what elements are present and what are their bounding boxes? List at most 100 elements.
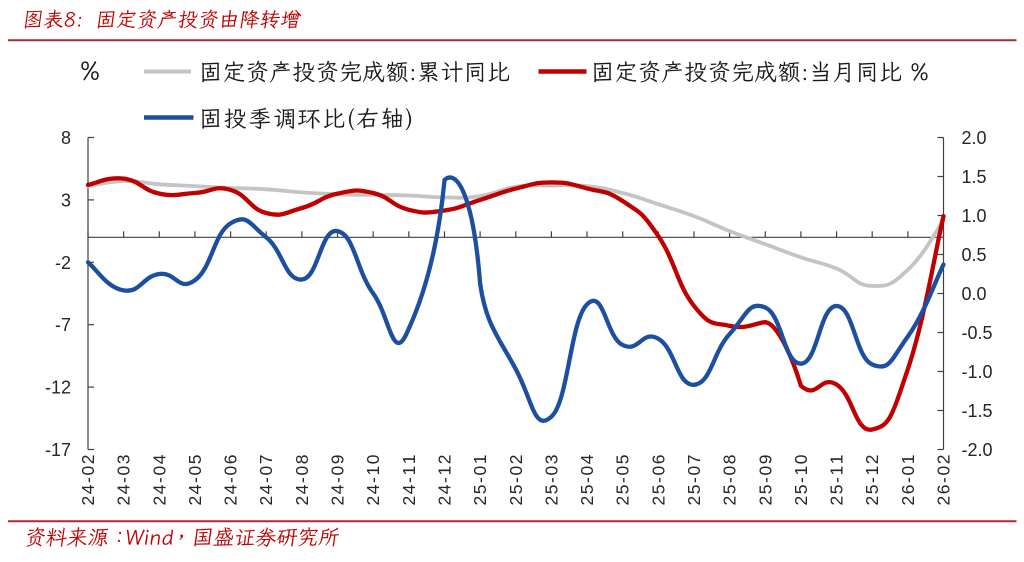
svg-text:2: 2 [434, 496, 454, 506]
svg-text:2: 2 [363, 496, 383, 506]
svg-text:4: 4 [114, 484, 134, 494]
svg-text:2: 2 [791, 496, 811, 506]
svg-text:-: - [755, 477, 775, 483]
svg-text:2: 2 [149, 496, 169, 506]
svg-text:4: 4 [185, 484, 205, 494]
svg-text:0: 0 [292, 466, 312, 476]
svg-text:0: 0 [149, 466, 169, 476]
svg-text:4: 4 [78, 484, 98, 494]
svg-text:2: 2 [470, 496, 490, 506]
svg-text:5: 5 [862, 484, 882, 494]
svg-text:-7: -7 [55, 315, 71, 335]
svg-text:2: 2 [185, 496, 205, 506]
svg-text:5: 5 [185, 455, 205, 465]
svg-text:2: 2 [862, 455, 882, 465]
svg-text:5: 5 [827, 484, 847, 494]
svg-text:4: 4 [399, 484, 419, 494]
svg-text:0: 0 [541, 466, 561, 476]
svg-text:0: 0 [684, 466, 704, 476]
svg-text:-: - [934, 477, 954, 483]
svg-text:-: - [328, 477, 348, 483]
svg-text:0: 0 [613, 466, 633, 476]
svg-text:3: 3 [541, 455, 561, 465]
svg-text:4: 4 [577, 454, 597, 464]
svg-text:4: 4 [363, 484, 383, 494]
svg-text:2: 2 [399, 496, 419, 506]
svg-text:2: 2 [648, 496, 668, 506]
svg-text:8: 8 [720, 455, 740, 465]
svg-text:6: 6 [221, 455, 241, 465]
svg-text:-: - [684, 477, 704, 483]
svg-text:5: 5 [577, 484, 597, 494]
svg-text:3: 3 [114, 455, 134, 465]
svg-text:4: 4 [328, 484, 348, 494]
svg-text:-17: -17 [45, 440, 71, 460]
svg-text:-: - [827, 477, 847, 483]
svg-text:2: 2 [898, 496, 918, 506]
svg-text:4: 4 [149, 454, 169, 464]
svg-text:-: - [613, 477, 633, 483]
svg-text:8: 8 [292, 455, 312, 465]
svg-text:4: 4 [256, 484, 276, 494]
svg-text:2: 2 [328, 496, 348, 506]
svg-text:-12: -12 [45, 378, 71, 398]
svg-text:0: 0 [720, 466, 740, 476]
svg-text:1: 1 [791, 466, 811, 476]
svg-text:0: 0 [755, 466, 775, 476]
svg-text:2: 2 [78, 496, 98, 506]
svg-text:4: 4 [221, 484, 241, 494]
svg-text:1: 1 [470, 455, 490, 465]
svg-text:2: 2 [613, 496, 633, 506]
svg-text:0: 0 [256, 466, 276, 476]
svg-text:0: 0 [114, 466, 134, 476]
svg-text:-: - [363, 477, 383, 483]
svg-text:5: 5 [613, 455, 633, 465]
svg-text:6: 6 [648, 455, 668, 465]
svg-text:-: - [256, 477, 276, 483]
svg-text:-: - [541, 477, 561, 483]
svg-text:9: 9 [755, 455, 775, 465]
svg-text:1: 1 [862, 466, 882, 476]
svg-text:-: - [292, 477, 312, 483]
svg-text:1.0: 1.0 [962, 206, 987, 226]
svg-text:0: 0 [328, 466, 348, 476]
svg-text:5: 5 [613, 484, 633, 494]
svg-text:0: 0 [934, 466, 954, 476]
svg-text:0: 0 [185, 466, 205, 476]
svg-text:4: 4 [292, 484, 312, 494]
svg-text:0: 0 [791, 454, 811, 464]
svg-text:-: - [470, 477, 490, 483]
svg-text:-1.5: -1.5 [962, 401, 993, 421]
svg-text:5: 5 [541, 484, 561, 494]
svg-text:0: 0 [898, 466, 918, 476]
svg-text:7: 7 [684, 455, 704, 465]
svg-text:1: 1 [898, 455, 918, 465]
svg-text:1: 1 [399, 466, 419, 476]
svg-text:0.5: 0.5 [962, 245, 987, 265]
svg-text:-: - [720, 477, 740, 483]
svg-text:2: 2 [684, 496, 704, 506]
svg-text:-: - [78, 477, 98, 483]
svg-text:1: 1 [399, 455, 419, 465]
svg-text:2: 2 [934, 455, 954, 465]
svg-text:2: 2 [577, 496, 597, 506]
svg-text:-: - [898, 477, 918, 483]
svg-text:2: 2 [114, 496, 134, 506]
svg-text:5: 5 [755, 484, 775, 494]
svg-text:0.0: 0.0 [962, 284, 987, 304]
svg-text:2: 2 [506, 496, 526, 506]
svg-text:0: 0 [577, 466, 597, 476]
svg-text:2: 2 [506, 455, 526, 465]
svg-text:0: 0 [470, 466, 490, 476]
svg-text:-: - [577, 477, 597, 483]
svg-text:2: 2 [256, 496, 276, 506]
svg-text:2: 2 [434, 455, 454, 465]
svg-text:4: 4 [434, 484, 454, 494]
svg-text:5: 5 [791, 484, 811, 494]
svg-text:5: 5 [648, 484, 668, 494]
svg-text:-: - [185, 477, 205, 483]
svg-text:-2.0: -2.0 [962, 440, 993, 460]
svg-text:1.5: 1.5 [962, 167, 987, 187]
svg-text:-: - [506, 477, 526, 483]
svg-text:-: - [648, 477, 668, 483]
